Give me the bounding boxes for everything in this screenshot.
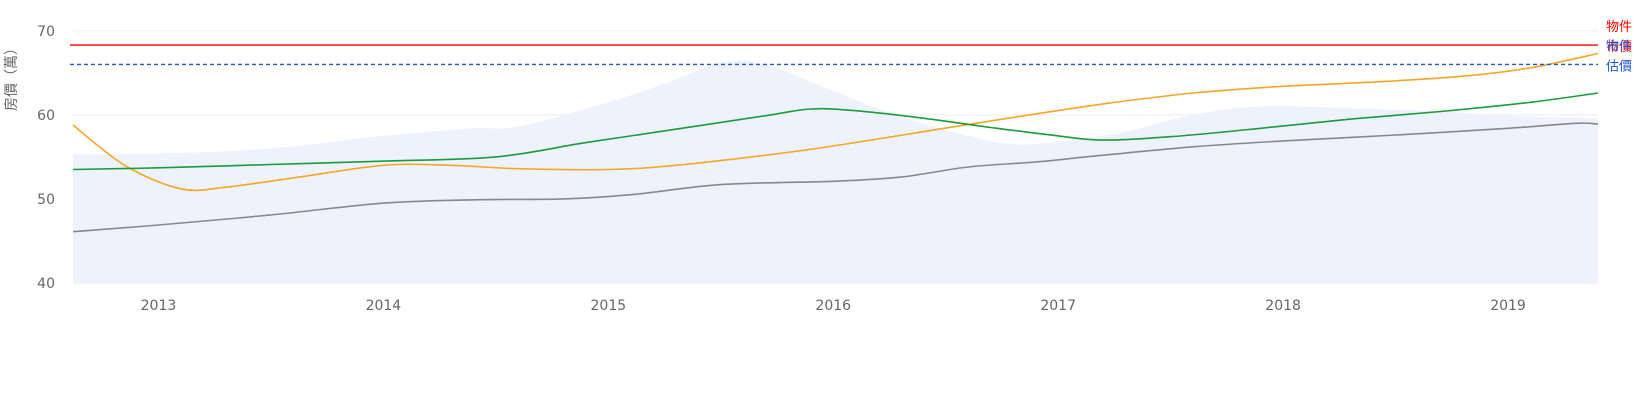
x-tick-label-2014: 2014 (366, 298, 402, 314)
reference-label-0-1: 市價 (1606, 39, 1632, 55)
y-tick-label-40: 40 (37, 276, 55, 292)
x-tick-label-2017: 2017 (1040, 298, 1076, 314)
x-axis-ticks: 2013 2014 2015 2016 2017 2018 2019 (141, 298, 1526, 314)
y-axis-label: 房價（萬） (3, 41, 20, 111)
reference-label-1-1: 估價 (1606, 59, 1632, 74)
area-series (73, 60, 1598, 284)
x-tick-label-2013: 2013 (141, 298, 177, 314)
line-series-3 (72, 122, 1599, 233)
y-tick-label-70: 70 (37, 24, 55, 40)
line-series (72, 52, 1599, 233)
reference-label-1-0: 物件 (1606, 39, 1632, 54)
area-series-0 (73, 60, 1598, 284)
line-series-2 (72, 92, 1599, 171)
x-tick-label-2016: 2016 (815, 298, 851, 314)
line-series-1 (72, 52, 1599, 192)
y-tick-label-50: 50 (37, 192, 55, 208)
x-tick-label-2015: 2015 (591, 298, 627, 314)
y-tick-label-60: 60 (37, 108, 55, 124)
x-tick-label-2018: 2018 (1265, 298, 1301, 314)
y-axis-ticks: 40 50 60 70 (37, 24, 55, 292)
x-tick-label-2019: 2019 (1490, 298, 1526, 314)
reference-label-0-0: 物件 (1606, 20, 1632, 35)
